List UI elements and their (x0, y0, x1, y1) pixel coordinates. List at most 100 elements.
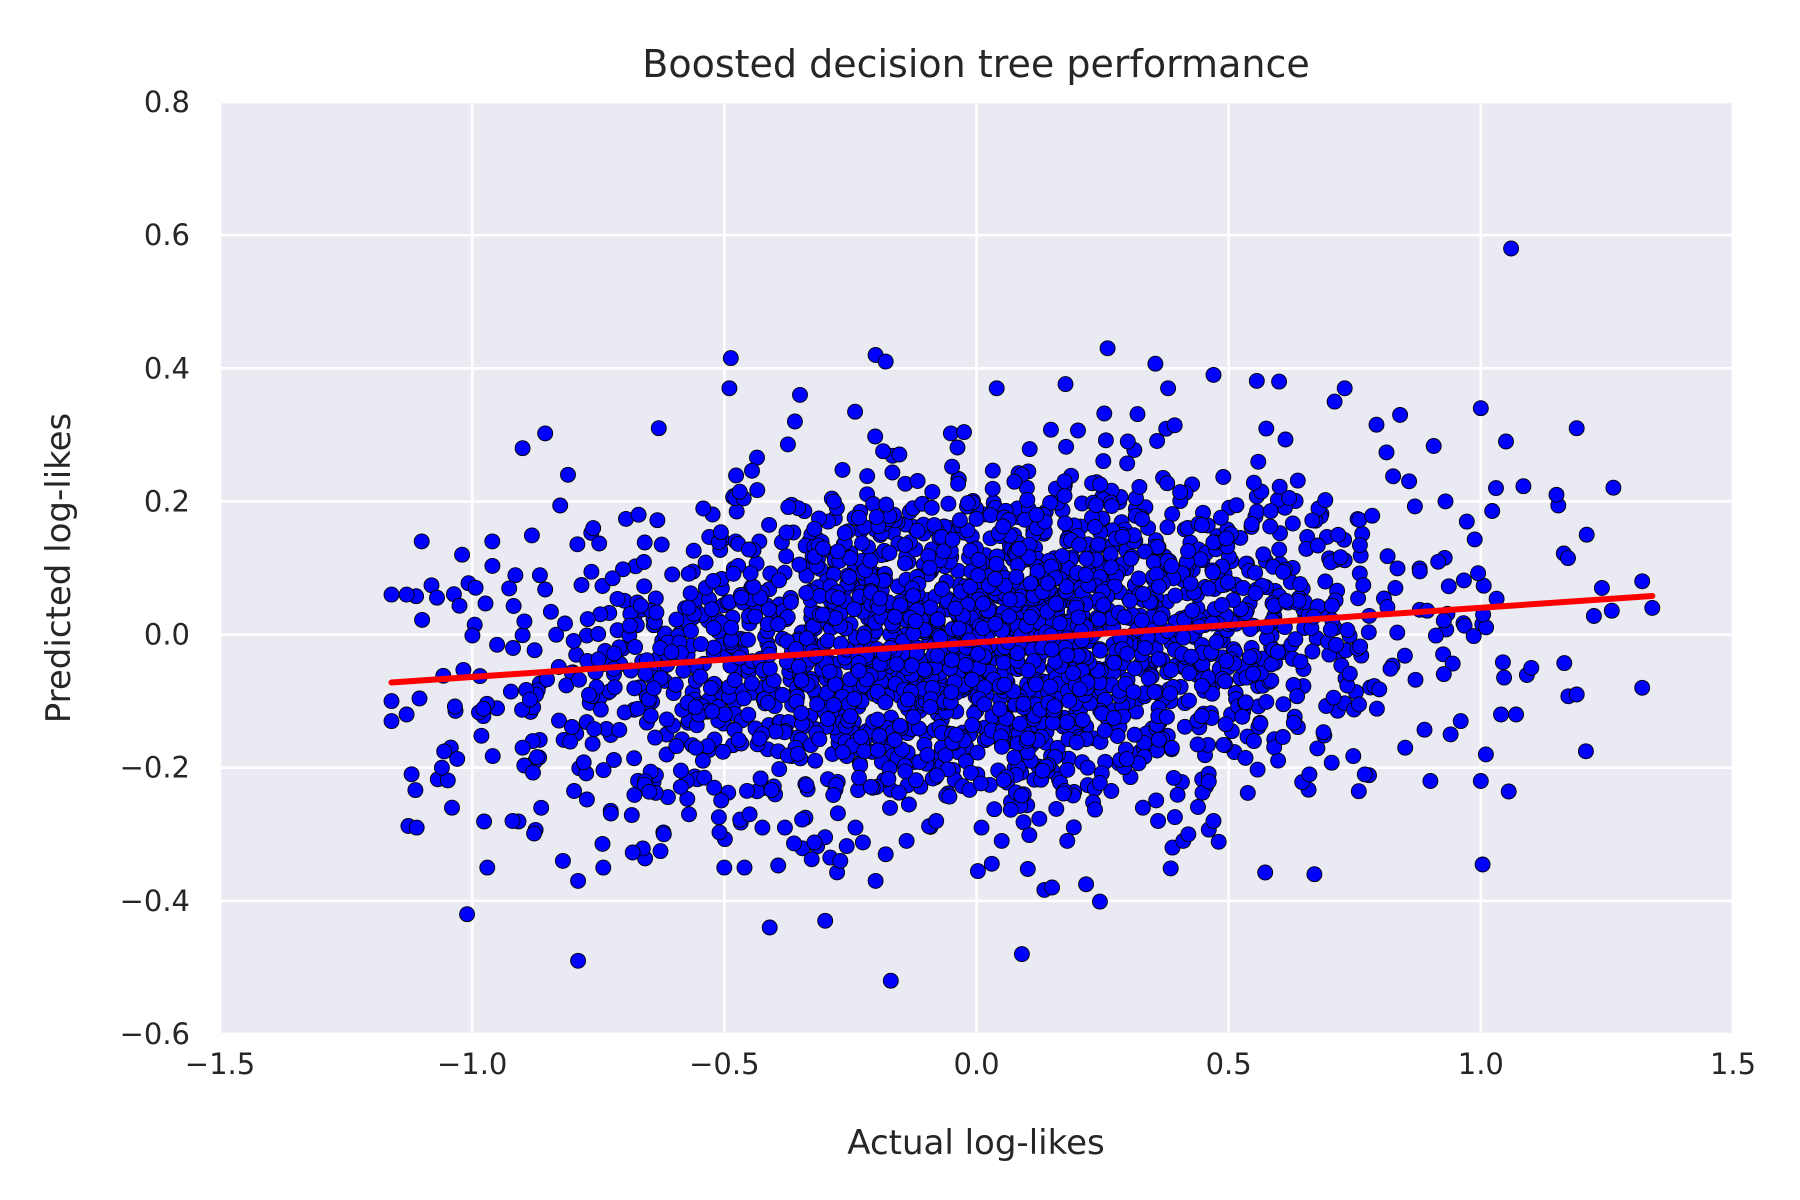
data-point (908, 772, 924, 789)
data-point (1065, 819, 1082, 836)
data-point (570, 872, 587, 889)
data-point (1096, 405, 1113, 422)
data-point (928, 767, 945, 784)
data-point (964, 717, 981, 734)
data-point (948, 726, 965, 743)
data-point (548, 626, 565, 643)
data-point (741, 806, 758, 823)
data-point (663, 644, 680, 661)
data-point (1351, 537, 1368, 554)
data-point (791, 556, 808, 573)
data-point (871, 727, 888, 744)
data-point (1239, 784, 1256, 801)
data-point (1430, 553, 1447, 570)
data-point (533, 799, 550, 816)
data-point (624, 844, 641, 861)
data-point (922, 699, 939, 715)
data-point (502, 683, 519, 700)
data-point (403, 766, 420, 783)
data-point (806, 834, 823, 851)
data-point (1274, 729, 1291, 745)
data-point (1252, 715, 1269, 732)
data-point (1237, 694, 1254, 711)
data-point (1182, 575, 1199, 592)
data-point (623, 807, 640, 824)
data-point (609, 590, 626, 607)
data-point (1039, 575, 1056, 592)
data-point (747, 608, 764, 625)
data-point (988, 556, 1005, 572)
data-point (1634, 679, 1651, 696)
data-point (1503, 240, 1520, 257)
data-point (778, 548, 795, 565)
data-point (1019, 491, 1036, 508)
data-point (1116, 609, 1133, 626)
data-point (1245, 474, 1262, 491)
data-point (706, 779, 723, 796)
data-point (1056, 487, 1073, 504)
data-point (846, 691, 863, 707)
data-point (637, 665, 654, 682)
data-point (780, 499, 797, 516)
data-point (740, 541, 757, 558)
data-point (554, 852, 571, 869)
data-point (740, 631, 756, 648)
data-point (1477, 746, 1494, 763)
data-point (484, 533, 501, 550)
data-point (1317, 573, 1334, 590)
data-point (1079, 759, 1096, 776)
data-point (1435, 666, 1452, 683)
data-point (528, 749, 545, 766)
data-point (869, 742, 886, 759)
fit-line-layer (388, 592, 1656, 686)
data-point (1008, 568, 1025, 585)
data-point (881, 545, 898, 561)
data-point (972, 775, 989, 792)
data-point (1204, 564, 1221, 581)
data-point (854, 834, 871, 851)
data-point (735, 690, 752, 707)
data-point (635, 554, 652, 570)
x-tick-label: −0.5 (689, 1047, 759, 1081)
data-point (1496, 669, 1513, 686)
data-point (815, 540, 832, 557)
data-point (1556, 655, 1573, 672)
data-point (956, 424, 972, 441)
data-point (1140, 670, 1157, 687)
data-point (761, 660, 778, 677)
data-point (579, 611, 596, 628)
data-point (1500, 783, 1517, 800)
data-point (1350, 783, 1367, 800)
data-point (473, 727, 490, 744)
data-point (1200, 773, 1217, 790)
data-point (627, 639, 644, 655)
data-point (722, 350, 739, 367)
data-point (1465, 628, 1482, 645)
data-point (1427, 627, 1444, 644)
data-point (776, 819, 793, 836)
data-point (929, 611, 946, 628)
data-point (1180, 826, 1197, 843)
data-point (591, 535, 608, 552)
data-point (1332, 549, 1349, 566)
data-point (1148, 792, 1165, 809)
data-point (897, 763, 914, 780)
data-point (626, 680, 643, 697)
data-point (742, 565, 759, 582)
data-point (877, 846, 894, 863)
data-point (1285, 714, 1302, 731)
data-point (726, 672, 743, 689)
data-point (696, 769, 713, 786)
data-point (595, 762, 612, 779)
data-point (935, 543, 952, 560)
data-point (975, 595, 991, 612)
data-point (771, 761, 788, 778)
data-point (964, 671, 980, 688)
data-point (1397, 739, 1414, 756)
x-axis-label: Actual log-likes (847, 1123, 1104, 1163)
data-point (1205, 366, 1222, 383)
data-point (1266, 739, 1283, 756)
data-point (847, 819, 864, 836)
data-point (1184, 602, 1201, 619)
data-point (838, 838, 855, 855)
